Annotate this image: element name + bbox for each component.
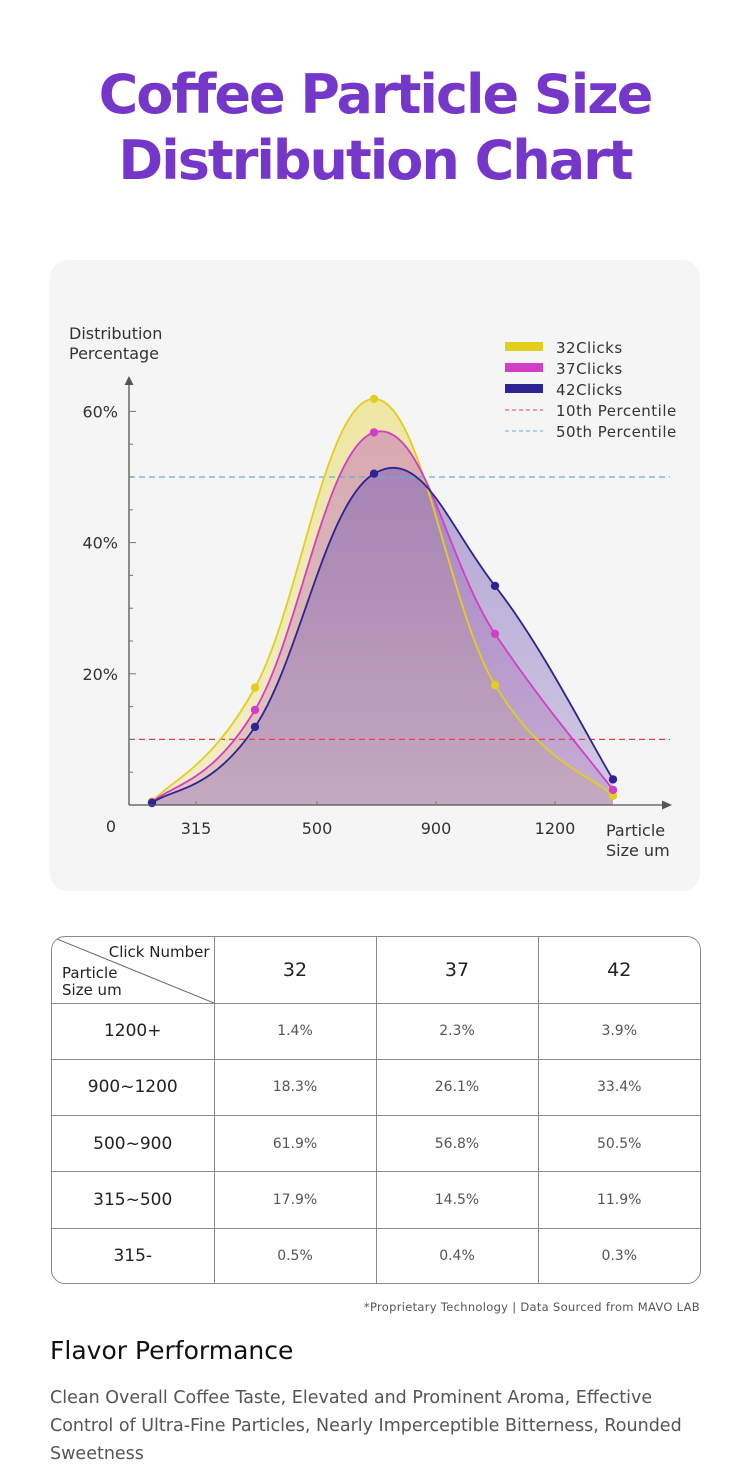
legend-swatch-42Clicks xyxy=(505,384,543,393)
table-cell: 50.5% xyxy=(537,1115,700,1173)
page-title: Coffee Particle Size Distribution Chart xyxy=(0,62,750,194)
series-area-42Clicks xyxy=(152,467,613,805)
legend-label-50th-Percentile: 50th Percentile xyxy=(556,423,677,441)
y-axis-label-line-1: Distribution xyxy=(69,324,162,343)
corner-click-number-label: Click Number xyxy=(108,943,210,961)
row-label: 1200+ xyxy=(52,1002,215,1060)
corner-size-label: Size um xyxy=(62,981,122,999)
corner-particle-label: Particle xyxy=(62,964,118,982)
y-axis-arrow xyxy=(124,376,134,385)
y-tick-label-20: 20% xyxy=(82,665,118,684)
table-row: 500~900 61.9% 56.8% 50.5% xyxy=(52,1115,700,1173)
data-point-32Clicks-1 xyxy=(250,683,260,692)
row-label: 900~1200 xyxy=(52,1058,215,1117)
table-row: 1200+ 1.4% 2.3% 3.9% xyxy=(52,1002,700,1060)
data-point-37Clicks-2 xyxy=(369,428,379,437)
y-axis-label-line-2: Percentage xyxy=(69,344,159,363)
flavor-title: Flavor Performance xyxy=(50,1336,294,1365)
table-row: 315~500 17.9% 14.5% 11.9% xyxy=(52,1171,700,1229)
distribution-chart: 20% 40% 60% 315 500 900 1200 0 DistributionPerce… xyxy=(69,324,677,860)
data-point-42Clicks-2 xyxy=(369,469,379,478)
corner-diagonal xyxy=(52,937,214,1003)
table-corner-cell: Click Number Particle Size um xyxy=(52,937,215,1004)
table-row: 900~1200 18.3% 26.1% 33.4% xyxy=(52,1058,700,1117)
x-tick-label-315: 315 xyxy=(181,819,212,838)
table-cell: 14.5% xyxy=(375,1171,539,1229)
origin-label: 0 xyxy=(106,817,116,836)
table-cell: 18.3% xyxy=(213,1058,377,1117)
x-tick-label-1200: 1200 xyxy=(535,819,576,838)
table-cell: 61.9% xyxy=(213,1115,377,1173)
data-point-32Clicks-2 xyxy=(369,394,379,404)
column-header-37: 37 xyxy=(375,937,539,1004)
corner-diagonal-line xyxy=(52,937,214,1003)
data-point-37Clicks-3 xyxy=(490,629,500,638)
chart-card: 20% 40% 60% 315 500 900 1200 0 Distribution Perce… xyxy=(50,260,700,891)
x-axis-arrow xyxy=(662,800,672,810)
table-cell: 26.1% xyxy=(375,1058,539,1117)
table-cell: 1.4% xyxy=(213,1002,377,1060)
corner-particle-size-label: Particle Size um xyxy=(62,965,132,999)
legend-label-10th-Percentile: 10th Percentile xyxy=(556,402,677,420)
column-header-32: 32 xyxy=(213,937,377,1004)
row-label: 500~900 xyxy=(52,1115,215,1173)
y-tick-label-40: 40% xyxy=(82,534,118,553)
table-cell: 56.8% xyxy=(375,1115,539,1173)
y-tick-label-60: 60% xyxy=(82,402,118,421)
data-point-37Clicks-1 xyxy=(250,705,260,715)
column-header-42: 42 xyxy=(537,937,700,1004)
legend-label-32Clicks: 32Clicks xyxy=(556,339,623,357)
data-point-32Clicks-4 xyxy=(608,791,618,800)
source-note: *Proprietary Technology | Data Sourced f… xyxy=(363,1300,700,1314)
x-axis-label-line-1: Particle xyxy=(606,821,665,840)
table-cell: 0.3% xyxy=(537,1227,700,1283)
table-cell: 0.4% xyxy=(375,1227,539,1283)
data-point-42Clicks-4 xyxy=(608,775,618,784)
row-label: 315~500 xyxy=(52,1171,215,1229)
table-cell: 0.5% xyxy=(213,1227,377,1283)
data-point-37Clicks-4 xyxy=(608,785,618,795)
flavor-text: Clean Overall Coffee Taste, Elevated and… xyxy=(50,1388,682,1464)
table-row: 315- 0.5% 0.4% 0.3% xyxy=(52,1227,700,1283)
title-line-2: Distribution Chart xyxy=(118,129,633,192)
data-point-42Clicks-0 xyxy=(147,798,157,808)
x-axis-label-line-2: Size um xyxy=(606,841,670,860)
x-tick-label-500: 500 xyxy=(302,819,333,838)
table-cell: 17.9% xyxy=(213,1171,377,1229)
legend-label-37Clicks: 37Clicks xyxy=(556,360,623,378)
legend-swatch-37Clicks xyxy=(505,363,543,372)
table-cell: 3.9% xyxy=(537,1002,700,1060)
row-label: 315- xyxy=(52,1227,215,1283)
data-point-32Clicks-3 xyxy=(490,680,500,690)
data-point-42Clicks-3 xyxy=(490,581,500,591)
x-tick-label-900: 900 xyxy=(421,819,452,838)
legend-label-42Clicks: 42Clicks xyxy=(556,381,623,399)
table-header-row: Click Number Particle Size um 32 37 42 xyxy=(52,937,700,1004)
distribution-table: Click Number Particle Size um 32 37 42 1… xyxy=(51,936,701,1284)
title-line-1: Coffee Particle Size xyxy=(98,63,654,126)
table-cell: 33.4% xyxy=(537,1058,700,1117)
table-cell: 11.9% xyxy=(537,1171,700,1229)
legend-swatch-32Clicks xyxy=(505,342,543,351)
table-cell: 2.3% xyxy=(375,1002,539,1060)
data-point-42Clicks-1 xyxy=(250,722,260,732)
